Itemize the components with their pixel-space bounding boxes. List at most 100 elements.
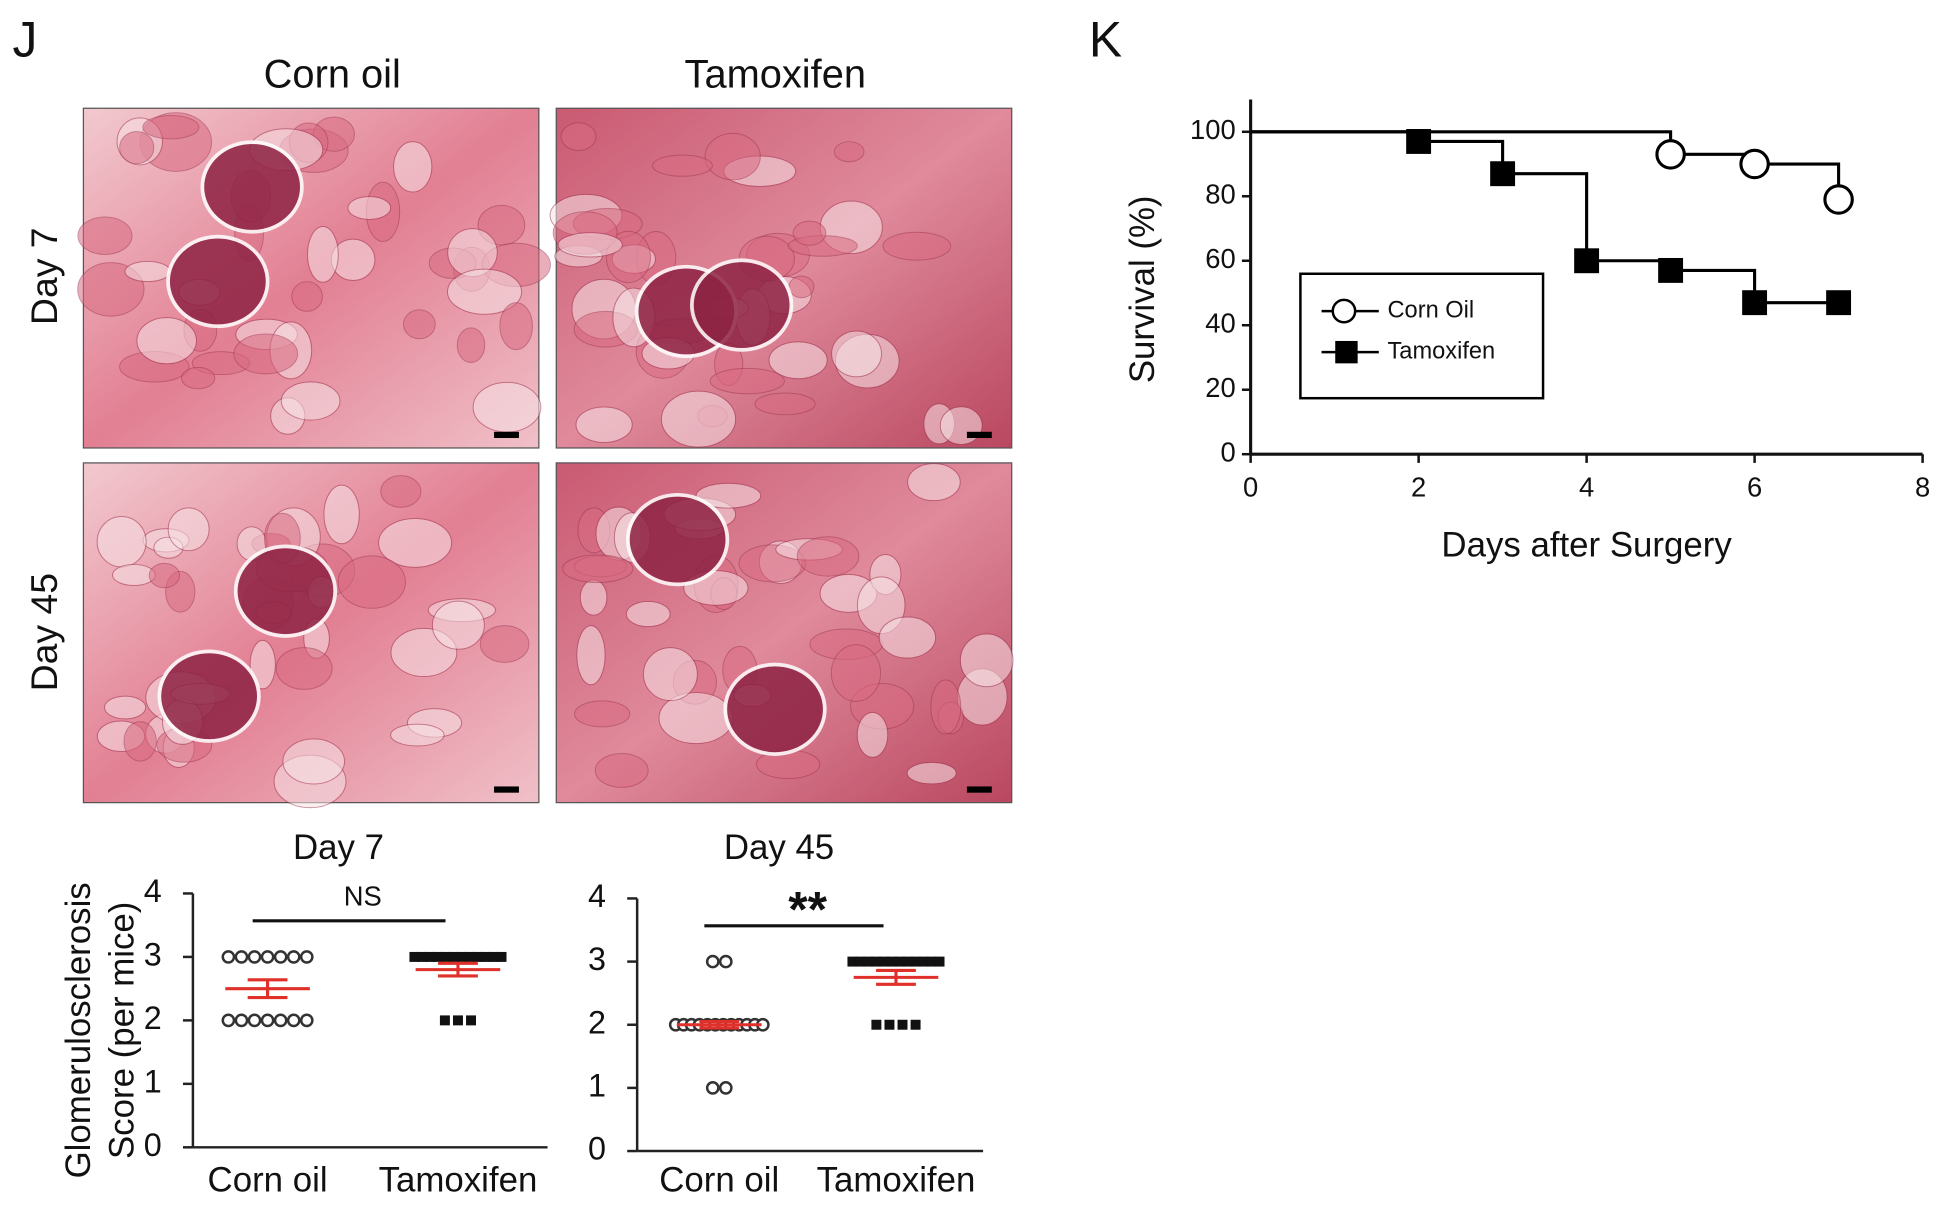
data-point (488, 951, 499, 962)
data-point (247, 1013, 262, 1028)
data-point (273, 950, 288, 964)
data-point (452, 1015, 463, 1026)
y-tick-label: 80 (1205, 179, 1235, 210)
tubule (249, 639, 276, 690)
tubule (291, 281, 323, 312)
y-tick-label: 1 (588, 1067, 606, 1103)
tubule (431, 600, 485, 650)
glomerulus (690, 258, 794, 352)
legend-marker (1331, 298, 1357, 324)
tubule (136, 317, 197, 365)
data-point (472, 951, 483, 962)
data-point (884, 1019, 895, 1030)
data-point (496, 951, 507, 962)
y-tick-label: 0 (588, 1131, 606, 1167)
data-point (871, 1019, 882, 1030)
data-point (718, 954, 733, 969)
data-point (286, 950, 301, 964)
tubule (579, 579, 608, 616)
data-point (871, 956, 882, 967)
x-tick-label: 2 (1411, 471, 1426, 502)
data-point (1574, 248, 1600, 274)
data-point (433, 951, 444, 962)
x-tick-label: 8 (1915, 471, 1930, 502)
data-point (234, 1013, 249, 1028)
tubule (393, 141, 433, 193)
tubule (306, 226, 339, 283)
x-tick-label: Tamoxifen (379, 1160, 538, 1199)
y-axis-label: Survival (%) (1123, 195, 1162, 383)
data-point (425, 951, 436, 962)
tubule (882, 231, 952, 261)
histology-image (549, 107, 1013, 449)
significance-label: NS (344, 881, 382, 912)
tubule (280, 381, 341, 421)
data-point (286, 1013, 301, 1028)
glomerulus (200, 140, 304, 234)
tubule (378, 517, 453, 568)
data-point (260, 1013, 275, 1028)
data-point (1823, 184, 1854, 215)
tubule (660, 390, 737, 448)
tubule (472, 381, 542, 433)
tubule (167, 507, 210, 552)
y-tick-label: 2 (588, 1004, 606, 1040)
tubule (456, 327, 486, 363)
data-point (902, 956, 913, 967)
data-point (910, 1019, 921, 1030)
data-point (1655, 139, 1686, 170)
data-point (879, 956, 890, 967)
tubule (337, 555, 406, 609)
data-point (918, 956, 929, 967)
tubule (754, 392, 816, 416)
data-point (247, 950, 262, 964)
tubule (576, 625, 606, 686)
scale-bar (966, 431, 992, 439)
data-point (1826, 290, 1852, 316)
tubule (96, 515, 147, 568)
data-point (718, 1081, 733, 1095)
y-tick-label: 2 (144, 1000, 162, 1036)
x-tick-label: 0 (1243, 471, 1258, 502)
y-tick-label: 60 (1205, 243, 1235, 274)
data-point (441, 951, 452, 962)
x-tick-label: Corn oil (208, 1160, 328, 1199)
y-tick-label: 40 (1205, 307, 1235, 338)
y-tick-label: 0 (144, 1127, 162, 1163)
tubule (625, 600, 671, 628)
data-point (894, 956, 905, 967)
tubule (282, 738, 346, 785)
tubule (831, 330, 883, 378)
scale-bar (966, 786, 992, 793)
data-point (926, 956, 937, 967)
tubule (768, 341, 828, 380)
tubule (562, 554, 634, 584)
glomerulus (233, 544, 338, 638)
legend-marker (1335, 340, 1358, 364)
y-tick-label: 4 (144, 873, 162, 909)
sem-bar (247, 978, 288, 1000)
y-tick-label: 100 (1190, 114, 1236, 145)
tubule (124, 260, 171, 283)
y-tick-label: 20 (1205, 372, 1235, 403)
tubule (499, 302, 533, 351)
chart-title: Day 45 (724, 828, 834, 867)
scale-bar (494, 786, 519, 793)
glomerulus (723, 662, 827, 756)
x-axis-label: Days after Surgery (1441, 526, 1732, 565)
data-point (887, 956, 898, 967)
data-point (260, 950, 275, 964)
tubule (390, 723, 445, 747)
tubule (792, 220, 827, 246)
y-axis-label: Score (per mice) (103, 902, 142, 1159)
data-point (1739, 148, 1770, 180)
tubule (830, 644, 882, 702)
data-point (221, 1013, 236, 1028)
x-tick-label: Corn oil (659, 1160, 779, 1199)
column-header: Corn oil (264, 53, 401, 97)
panel-label: K (1089, 12, 1122, 68)
y-axis-label: Glomerulosclerosis (59, 882, 98, 1178)
tubule (104, 695, 147, 720)
glomerulus (157, 649, 261, 743)
row-header: Day 45 (23, 573, 65, 691)
